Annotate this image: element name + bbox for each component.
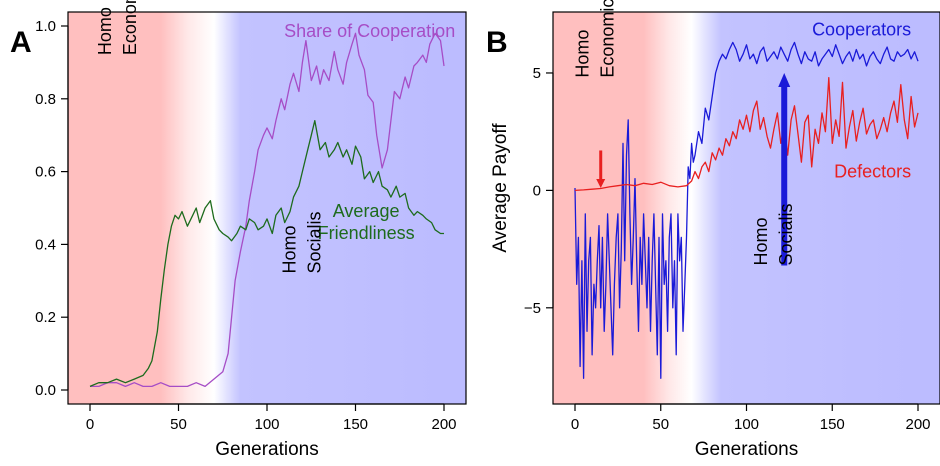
arrow-head [596,179,606,189]
x-tick-label: 0 [571,416,579,433]
x-tick-label: 200 [905,416,930,433]
series-label: Cooperators [812,19,911,39]
series-line-defectors [574,77,919,192]
panel-b-label: B [486,26,508,59]
y-tick-label: 0.0 [35,382,56,399]
y-tick-label: 0.2 [35,309,56,326]
x-tick-label: 100 [254,416,279,433]
x-axis-title: Generations [215,439,319,460]
series-line-average-friendliness [89,119,444,387]
series-label: Defectors [834,161,911,181]
x-tick-label: 0 [86,416,94,433]
plot-background [553,12,940,404]
arrow-head [778,72,791,87]
y-tick-label: 0.6 [35,164,56,181]
y-tick-label: 5 [533,65,541,82]
series-label: Average Friendliness [318,201,415,243]
x-tick-label: 150 [343,416,368,433]
panel-b: 0 50 100 150 200 Generations −5 0 5 Average Payof… [490,0,940,460]
y-tick-label: 0 [533,182,541,199]
x-axis-title: Generations [695,439,799,460]
panel-a-label: A [10,26,32,59]
x-tick-label: 50 [170,416,187,433]
y-tick-label: 0.4 [35,236,56,253]
annotation-label: Homo Socialis [279,211,324,273]
x-tick-label: 100 [734,416,759,433]
x-tick-label: 200 [431,416,456,433]
series-line-cooperators [574,41,919,379]
y-axis-title: Average Payoff [490,123,511,253]
series-label: Share of Cooperation [284,21,455,41]
annotation-label: Homo Economicus [573,0,618,78]
y-tick-label: −5 [524,300,541,317]
series-line-share-of-cooperation [90,32,445,388]
y-tick-label: 0.8 [35,91,56,108]
panel-a: 0 50 100 150 200 Generations 0.0 0.2 0.4 0.6 0.8 1.… [35,0,467,460]
plot-background [68,12,466,404]
annotation-label: Homo Socialis [751,204,796,266]
y-tick-label: 1.0 [35,18,56,35]
x-tick-label: 150 [820,416,845,433]
annotation-label: Homo Economicus [95,0,140,55]
x-tick-label: 50 [652,416,669,433]
